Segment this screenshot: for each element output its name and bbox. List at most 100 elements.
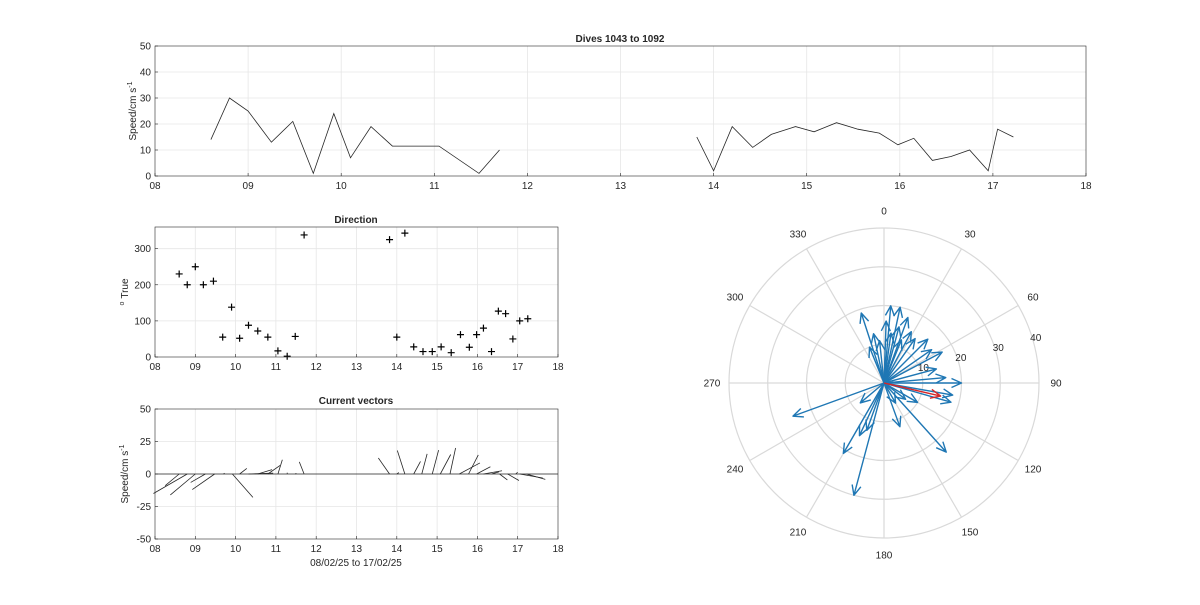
speed-grid	[155, 46, 1086, 176]
compass-arrow	[883, 348, 933, 384]
vec-xtick-label: 17	[512, 544, 524, 555]
vectors-stick	[257, 469, 273, 475]
vectors-stick	[267, 465, 281, 475]
compass-angle-label: 120	[1025, 465, 1042, 476]
direction-point	[386, 236, 394, 244]
dir-xtick-label: 10	[230, 362, 242, 373]
direction-point	[254, 327, 262, 335]
direction-ylabel-prefix: o	[119, 302, 126, 306]
direction-point	[175, 270, 183, 278]
vec-xtick-label: 08	[149, 544, 161, 555]
vectors-stick	[378, 457, 390, 475]
compass-radius-label: 10	[918, 363, 930, 374]
direction-point	[283, 352, 291, 360]
direction-point	[419, 348, 427, 356]
dir-ytick-label: 200	[134, 280, 151, 291]
direction-point	[191, 263, 199, 271]
dir-xtick-label: 11	[271, 362, 282, 373]
vectors-stick	[298, 461, 305, 475]
direction-grid	[155, 227, 558, 357]
vectors-stick	[483, 470, 503, 475]
compass-arrow	[883, 330, 912, 384]
vectors-stick	[439, 454, 452, 475]
compass-arrow	[883, 382, 902, 428]
vec-xtick-label: 16	[472, 544, 484, 555]
vectors-ylabel-text: Speed/cm s	[120, 451, 131, 504]
direction-point	[428, 348, 436, 356]
compass-arrow	[859, 382, 885, 404]
vectors-stick	[232, 473, 254, 498]
vectors-xlabel: 08/02/25 to 17/02/25	[310, 558, 402, 569]
speed-series-line	[696, 122, 1014, 172]
compass-arrow	[883, 382, 919, 404]
direction-ylabel: o True	[119, 278, 131, 306]
direction-point	[465, 343, 473, 351]
direction-point	[447, 349, 455, 357]
compass-angle-label: 30	[964, 230, 976, 241]
vectors-panel: 08 09 10 11 12 13 14 15 16 17 18 -50 -25 0 25 50 Curren…	[119, 396, 564, 569]
compass-spoke	[749, 382, 885, 462]
speed-title: Dives 1043 to 1092	[576, 34, 665, 45]
vectors-stick	[507, 473, 520, 481]
dir-xtick-label: 16	[472, 362, 484, 373]
vectors-stick	[192, 473, 215, 490]
speed-panel: 08 09 10 11 12 13 14 15 16 17 18 0 10 20 30 40 50 Dives …	[127, 34, 1092, 192]
direction-point	[291, 332, 299, 340]
compass-arrow	[880, 320, 891, 384]
compass-angle-label: 240	[727, 465, 744, 476]
vec-xtick-label: 10	[230, 544, 242, 555]
dir-xtick-label: 09	[190, 362, 202, 373]
vectors-stick	[295, 472, 297, 475]
vectors-sticks	[153, 447, 558, 498]
compass-angle-label: 90	[1050, 379, 1062, 390]
direction-point	[473, 331, 481, 339]
vectors-stick	[277, 459, 283, 475]
speed-xtick-label: 15	[801, 181, 813, 192]
speed-ytick-label: 50	[140, 42, 152, 53]
vectors-stick	[491, 471, 500, 475]
compass-angle-label: 300	[727, 292, 744, 303]
direction-point	[236, 334, 244, 342]
compass-spoke	[883, 382, 963, 518]
speed-ylabel-text: Speed/cm s	[128, 88, 139, 141]
vectors-stick	[468, 454, 479, 475]
direction-ticks: 08 09 10 11 12 13 14 15 16 17 18 0 100 200 300	[134, 244, 564, 373]
direction-panel: 08 09 10 11 12 13 14 15 16 17 18 0 100 200 300 Directi…	[119, 215, 564, 373]
direction-point	[494, 307, 502, 315]
compass-arrow	[842, 382, 885, 455]
vec-xtick-label: 13	[351, 544, 363, 555]
direction-ylabel-text: True	[120, 278, 131, 299]
direction-point	[401, 229, 409, 237]
compass-angle-label: 0	[881, 206, 887, 217]
vec-xtick-label: 18	[552, 544, 564, 555]
vectors-stick	[449, 447, 456, 475]
speed-xtick-label: 17	[987, 181, 999, 192]
dir-xtick-label: 18	[552, 362, 564, 373]
direction-point	[183, 281, 191, 289]
dir-xtick-label: 14	[391, 362, 403, 373]
direction-point	[516, 317, 524, 325]
compass-spoke	[749, 304, 885, 384]
compass-arrow	[883, 373, 947, 384]
vectors-stick	[396, 450, 406, 475]
vec-xtick-label: 15	[432, 544, 444, 555]
speed-ticks: 08 09 10 11 12 13 14 15 16 17 18 0 10 20 30 40 50	[140, 42, 1092, 193]
speed-xtick-label: 16	[894, 181, 906, 192]
speed-xtick-label: 13	[615, 181, 627, 192]
dir-xtick-label: 12	[311, 362, 323, 373]
direction-point	[244, 321, 252, 329]
compass-arrow	[883, 366, 938, 384]
vec-ytick-label: -50	[137, 535, 152, 546]
direction-point	[219, 333, 227, 341]
compass-spoke	[883, 248, 963, 384]
compass-arrow	[851, 382, 885, 496]
speed-xtick-label: 09	[243, 181, 255, 192]
dir-xtick-label: 08	[149, 362, 161, 373]
direction-title: Direction	[334, 215, 377, 226]
compass-arrow	[883, 332, 895, 384]
vec-xtick-label: 09	[190, 544, 202, 555]
compass-radius-label: 30	[993, 343, 1005, 354]
compass-spoke	[883, 304, 1019, 384]
dir-xtick-label: 13	[351, 362, 363, 373]
